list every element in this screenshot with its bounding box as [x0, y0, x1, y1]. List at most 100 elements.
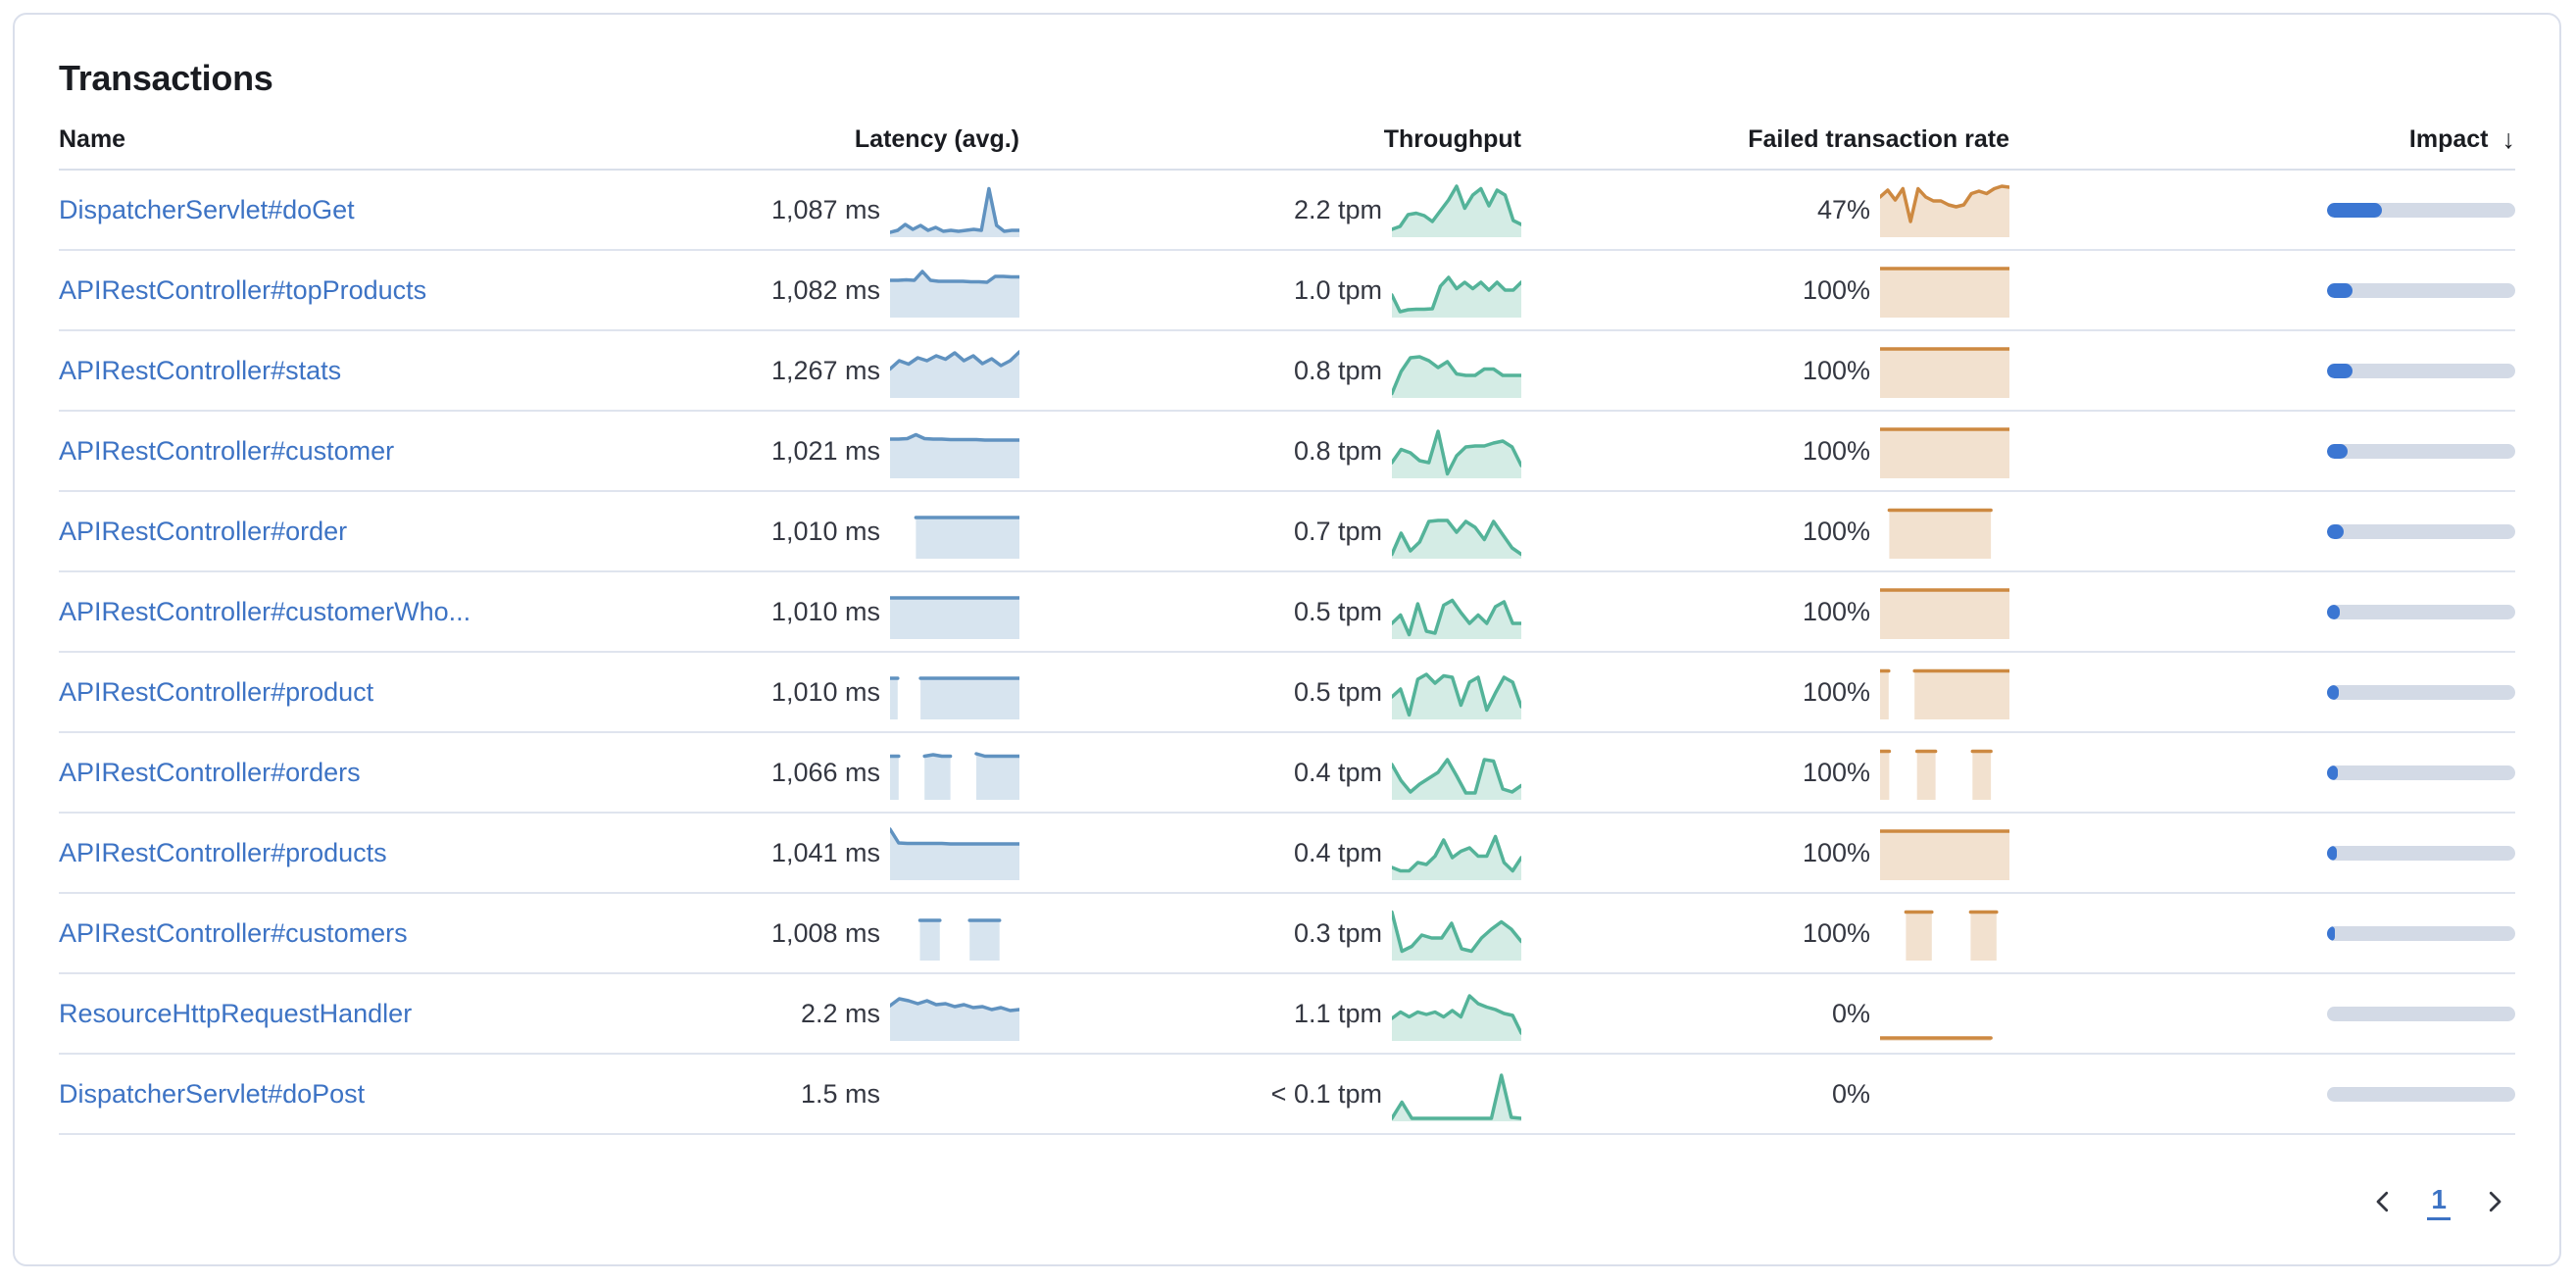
transaction-name-cell: APIRestController#products	[59, 838, 618, 868]
failed-rate-value: 100%	[1802, 516, 1870, 546]
previous-page-button[interactable]	[2366, 1185, 2400, 1218]
failed-rate-cell: 100%	[1521, 665, 2009, 719]
failed-rate-cell: 100%	[1521, 343, 2009, 398]
throughput-sparkline	[1392, 343, 1521, 398]
failed-rate-value: 100%	[1802, 676, 1870, 707]
throughput-cell: 0.8 tpm	[1019, 343, 1521, 398]
latency-value: 1,010 ms	[770, 596, 880, 626]
sort-desc-icon: ↓	[2502, 123, 2516, 154]
next-page-button[interactable]	[2478, 1185, 2511, 1218]
impact-bar-fill	[2327, 363, 2353, 378]
throughput-sparkline	[1392, 745, 1521, 800]
failed-rate-sparkline	[1880, 986, 2009, 1041]
throughput-sparkline	[1392, 906, 1521, 961]
table-row: APIRestController#topProducts 1,082 ms 1…	[59, 251, 2515, 331]
transaction-name-link[interactable]: ResourceHttpRequestHandler	[59, 998, 413, 1028]
transaction-name-cell: APIRestController#order	[59, 517, 618, 547]
throughput-value: 0.5 tpm	[1293, 596, 1382, 626]
impact-bar	[2327, 202, 2515, 218]
failed-rate-cell: 100%	[1521, 423, 2009, 478]
failed-rate-value: 47%	[1816, 194, 1870, 224]
transaction-name-link[interactable]: APIRestController#customer	[59, 435, 395, 466]
latency-sparkline	[890, 584, 1019, 639]
throughput-value: 0.5 tpm	[1293, 676, 1382, 707]
latency-cell: 1,041 ms	[618, 825, 1019, 880]
impact-bar	[2327, 443, 2515, 459]
failed-rate-cell: 100%	[1521, 906, 2009, 961]
transaction-name-link[interactable]: APIRestController#customerWho...	[59, 596, 471, 626]
throughput-value: 1.0 tpm	[1293, 274, 1382, 305]
impact-bar	[2327, 363, 2515, 378]
impact-cell	[2009, 845, 2515, 861]
throughput-value: 0.8 tpm	[1293, 435, 1382, 466]
failed-rate-sparkline	[1880, 665, 2009, 719]
impact-bar-fill	[2327, 202, 2382, 218]
throughput-value: 1.1 tpm	[1293, 998, 1382, 1028]
table-row: DispatcherServlet#doPost 1.5 ms < 0.1 tp…	[59, 1055, 2515, 1135]
page-number-1[interactable]: 1	[2427, 1184, 2451, 1220]
latency-sparkline	[890, 1066, 1019, 1121]
transaction-name-link[interactable]: APIRestController#customers	[59, 917, 408, 948]
transaction-name-link[interactable]: APIRestController#stats	[59, 355, 342, 385]
transaction-name-link[interactable]: APIRestController#products	[59, 837, 387, 867]
throughput-sparkline	[1392, 423, 1521, 478]
latency-cell: 1,008 ms	[618, 906, 1019, 961]
transaction-name-cell: APIRestController#customer	[59, 436, 618, 467]
latency-sparkline	[890, 343, 1019, 398]
throughput-value: 0.8 tpm	[1293, 355, 1382, 385]
transaction-name-link[interactable]: APIRestController#orders	[59, 757, 361, 787]
latency-value: 1,010 ms	[770, 676, 880, 707]
table-row: APIRestController#customerWho... 1,010 m…	[59, 572, 2515, 653]
latency-value: 1,008 ms	[770, 917, 880, 948]
chevron-left-icon	[2377, 1191, 2389, 1212]
impact-bar	[2327, 1086, 2515, 1102]
latency-sparkline	[890, 906, 1019, 961]
latency-value: 1,021 ms	[770, 435, 880, 466]
latency-cell: 2.2 ms	[618, 986, 1019, 1041]
latency-cell: 1,082 ms	[618, 263, 1019, 318]
transaction-name-link[interactable]: APIRestController#product	[59, 676, 374, 707]
impact-cell	[2009, 925, 2515, 941]
failed-rate-value: 0%	[1831, 1078, 1870, 1109]
transaction-name-link[interactable]: DispatcherServlet#doPost	[59, 1078, 366, 1109]
table-row: ResourceHttpRequestHandler 2.2 ms 1.1 tp…	[59, 974, 2515, 1055]
throughput-cell: 1.0 tpm	[1019, 263, 1521, 318]
impact-bar	[2327, 1006, 2515, 1021]
impact-cell	[2009, 684, 2515, 700]
latency-cell: 1.5 ms	[618, 1066, 1019, 1121]
impact-bar	[2327, 845, 2515, 861]
latency-cell: 1,010 ms	[618, 504, 1019, 559]
failed-rate-value: 0%	[1831, 998, 1870, 1028]
impact-bar	[2327, 925, 2515, 941]
column-header-failed-rate[interactable]: Failed transaction rate	[1748, 124, 2009, 153]
impact-bar-fill	[2327, 845, 2337, 861]
failed-rate-value: 100%	[1802, 757, 1870, 787]
failed-rate-sparkline	[1880, 825, 2009, 880]
impact-cell	[2009, 282, 2515, 298]
latency-value: 1,267 ms	[770, 355, 880, 385]
table-row: APIRestController#stats 1,267 ms 0.8 tpm…	[59, 331, 2515, 412]
throughput-sparkline	[1392, 825, 1521, 880]
transactions-panel: Transactions Name Latency (avg.) Through…	[13, 13, 2561, 1266]
failed-rate-cell: 100%	[1521, 263, 2009, 318]
column-header-impact[interactable]: Impact ↓	[2408, 123, 2516, 154]
transaction-name-link[interactable]: APIRestController#topProducts	[59, 274, 427, 305]
pagination: 1	[59, 1180, 2515, 1223]
column-header-latency[interactable]: Latency (avg.)	[854, 124, 1019, 153]
throughput-cell: 0.4 tpm	[1019, 825, 1521, 880]
latency-value: 1,010 ms	[770, 516, 880, 546]
table-row: APIRestController#customer 1,021 ms 0.8 …	[59, 412, 2515, 492]
latency-sparkline	[890, 665, 1019, 719]
throughput-cell: 0.5 tpm	[1019, 665, 1521, 719]
column-header-throughput[interactable]: Throughput	[1383, 124, 1521, 153]
failed-rate-cell: 0%	[1521, 1066, 2009, 1121]
failed-rate-sparkline	[1880, 745, 2009, 800]
transaction-name-cell: APIRestController#topProducts	[59, 275, 618, 306]
transaction-name-link[interactable]: DispatcherServlet#doGet	[59, 194, 355, 224]
table-header-row: Name Latency (avg.) Throughput Failed tr…	[59, 110, 2515, 171]
transaction-name-link[interactable]: APIRestController#order	[59, 516, 348, 546]
failed-rate-value: 100%	[1802, 435, 1870, 466]
impact-bar-fill	[2327, 684, 2339, 700]
failed-rate-value: 100%	[1802, 274, 1870, 305]
failed-rate-sparkline	[1880, 504, 2009, 559]
